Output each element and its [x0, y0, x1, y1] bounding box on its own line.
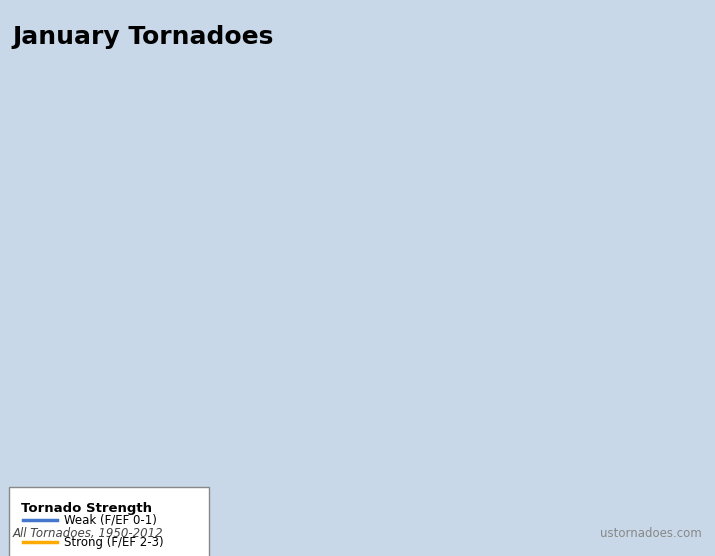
Text: Strong (F/EF 2-3): Strong (F/EF 2-3): [64, 535, 164, 549]
Text: January Tornadoes: January Tornadoes: [13, 25, 275, 49]
Text: All Tornadoes, 1950-2012: All Tornadoes, 1950-2012: [13, 528, 164, 540]
Text: Weak (F/EF 0-1): Weak (F/EF 0-1): [64, 513, 157, 527]
Text: Tornado Strength: Tornado Strength: [21, 502, 152, 515]
Text: ustornadoes.com: ustornadoes.com: [601, 528, 702, 540]
